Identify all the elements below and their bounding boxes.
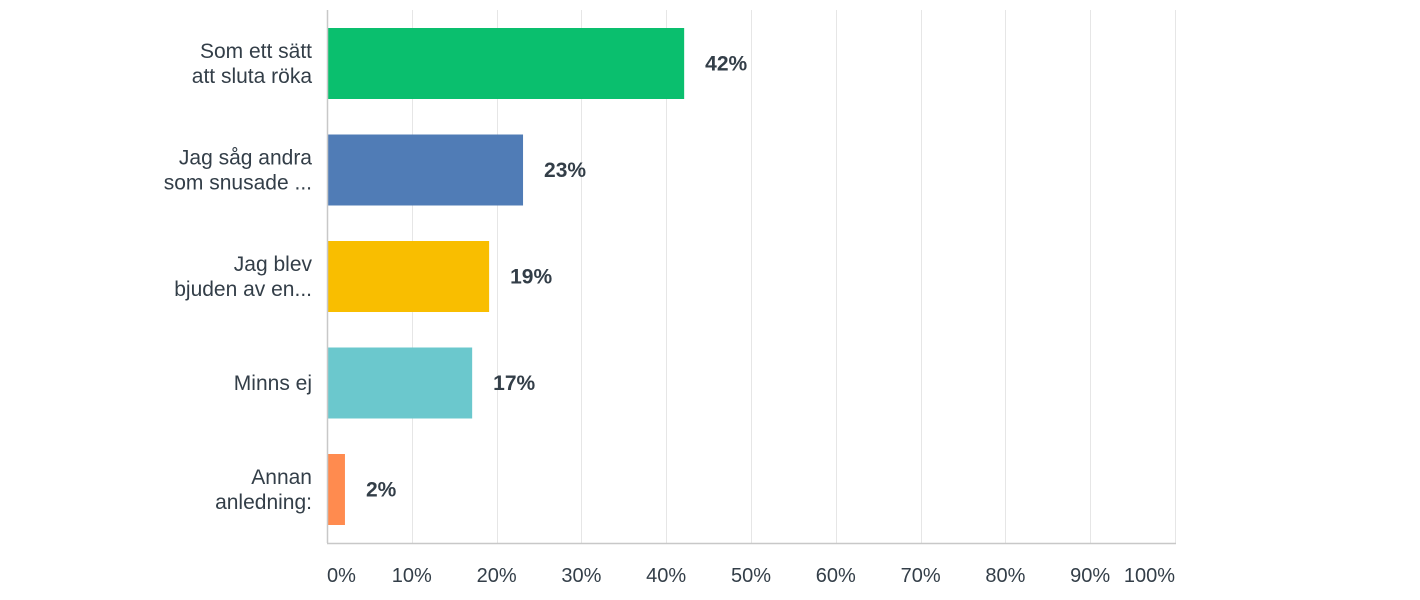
x-tick-label-60: 60% — [816, 565, 856, 587]
x-tick-label-90: 90% — [1070, 565, 1110, 587]
value-label-3: 17% — [493, 372, 535, 395]
bar-1 — [328, 134, 524, 206]
category-label-2-1: bjuden av en... — [174, 278, 312, 301]
x-tick-label-80: 80% — [985, 565, 1025, 587]
x-tick-label-70: 70% — [901, 565, 941, 587]
x-tick-labels: 0% 10% 20% 30% 40% 50% 60% 70% 80% 90% 100% — [327, 565, 1175, 587]
bar-3 — [328, 347, 473, 419]
bar-2 — [328, 241, 490, 312]
category-label-3-0: Minns ej — [234, 372, 312, 395]
bar-0 — [328, 28, 685, 99]
category-label-1-0: Jag såg andra — [179, 147, 312, 170]
x-tick-label-30: 30% — [561, 565, 601, 587]
bars — [328, 28, 685, 525]
value-label-4: 2% — [366, 479, 397, 502]
category-label-4-1: anledning: — [215, 491, 312, 514]
value-label-1: 23% — [544, 159, 586, 182]
category-label-0-1: att sluta röka — [192, 65, 313, 88]
bar-4 — [328, 454, 345, 525]
x-tick-label-40: 40% — [646, 565, 686, 587]
category-label-1-1: som snusade ... — [164, 172, 312, 195]
value-labels: 42% 23% 19% 17% 2% — [366, 53, 748, 502]
x-tick-label-10: 10% — [392, 565, 432, 587]
category-label-0-0: Som ett sätt — [200, 40, 312, 63]
value-label-2: 19% — [510, 266, 552, 289]
x-tick-label-20: 20% — [477, 565, 517, 587]
x-tick-label-100: 100% — [1124, 565, 1175, 587]
x-tick-label-0: 0% — [327, 565, 356, 587]
category-label-2-0: Jag blev — [234, 253, 313, 276]
x-tick-label-50: 50% — [731, 565, 771, 587]
value-label-0: 42% — [705, 53, 747, 76]
category-label-4-0: Annan — [251, 466, 312, 489]
